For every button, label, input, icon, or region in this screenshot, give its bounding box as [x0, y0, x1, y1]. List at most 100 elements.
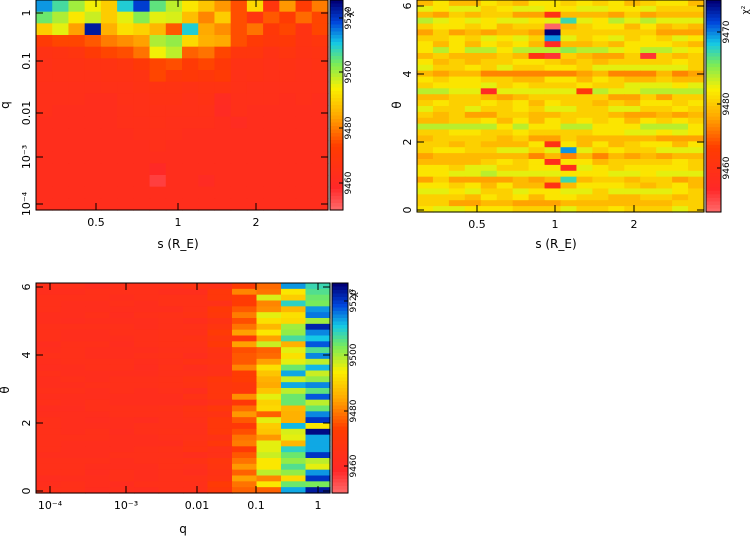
x-tick-label: 0.1: [247, 499, 265, 512]
colorbar-segment: [330, 185, 343, 190]
colorbar-segment: [332, 346, 348, 351]
heatmap-cell: [230, 116, 248, 129]
heatmap-cell: [133, 116, 151, 129]
heatmap-cell: [512, 117, 530, 125]
heatmap-cell: [480, 206, 498, 213]
colorbar-segment: [332, 405, 348, 410]
heatmap-cell: [85, 306, 111, 313]
heatmap-cell: [84, 116, 102, 129]
heatmap-cell: [36, 364, 62, 372]
heatmap-cell: [592, 64, 609, 72]
heatmap-cell: [281, 463, 307, 471]
colorbar-segment: [706, 81, 721, 86]
heatmap-cell: [158, 329, 184, 337]
colorbar-segment: [332, 349, 348, 354]
colorbar-segment: [706, 109, 721, 114]
heatmap-cell: [464, 11, 482, 19]
heatmap-cell: [149, 163, 167, 176]
heatmap-cell: [576, 188, 593, 195]
heatmap-cell: [592, 141, 609, 148]
heatmap-cell: [117, 81, 134, 94]
heatmap-cell: [214, 163, 232, 176]
heatmap-cell: [512, 0, 530, 7]
heatmap-cell: [149, 23, 167, 36]
heatmap-cell: [207, 306, 233, 313]
colorbar-segment: [332, 307, 348, 312]
heatmap-cell: [464, 117, 482, 125]
colorbar-segment: [330, 84, 343, 89]
heatmap-cell: [279, 70, 297, 83]
colorbar-segment: [330, 38, 343, 43]
heatmap-cell: [84, 23, 102, 36]
heatmap-cell: [672, 17, 689, 25]
heatmap-cell: [608, 123, 625, 131]
heatmap-cell: [688, 117, 705, 125]
heatmap-cell: [592, 5, 609, 13]
heatmap-cell: [198, 35, 216, 48]
colorbar-segment: [330, 42, 343, 47]
heatmap-cell: [85, 458, 111, 465]
heatmap-cell: [448, 11, 466, 19]
heatmap-cell: [640, 58, 657, 66]
heatmap-cell: [52, 35, 70, 48]
heatmap-cell: [198, 163, 216, 176]
heatmap-cell: [214, 23, 232, 36]
heatmap-cell: [232, 423, 258, 430]
heatmap-cell: [656, 170, 673, 178]
heatmap-cell: [480, 141, 498, 148]
heatmap-cell: [311, 116, 329, 129]
heatmap-cell: [417, 117, 434, 125]
heatmap-cell: [432, 11, 450, 19]
heatmap-cell: [246, 151, 264, 164]
heatmap-cell: [117, 70, 134, 83]
heatmap-cell: [672, 135, 689, 142]
colorbar-segment: [706, 123, 721, 128]
heatmap-cell: [560, 94, 578, 101]
heatmap-cell: [592, 200, 609, 207]
heatmap-cell: [560, 170, 578, 178]
heatmap-cell: [246, 140, 264, 153]
heatmap-cell: [560, 11, 578, 19]
heatmap-cell: [109, 347, 135, 354]
heatmap-cell: [182, 46, 199, 59]
heatmap-cell: [256, 411, 282, 418]
colorbar-segment: [332, 440, 348, 445]
colorbar-segment: [330, 77, 343, 82]
heatmap-cell: [417, 29, 434, 36]
heatmap-cell: [182, 70, 199, 83]
heatmap-cell: [281, 417, 307, 424]
colorbar-segment: [706, 134, 721, 139]
heatmap-cell: [305, 335, 331, 342]
heatmap-cell: [230, 163, 248, 176]
heatmap-cell: [207, 347, 233, 354]
heatmap-cell: [165, 0, 183, 13]
heatmap-cell: [232, 312, 258, 319]
heatmap-cell: [109, 283, 135, 290]
colorbar-segment: [706, 102, 721, 107]
heatmap-cell: [36, 283, 62, 290]
heatmap-cell: [85, 323, 111, 331]
heatmap-cell: [281, 370, 307, 377]
heatmap-cell: [52, 81, 70, 94]
heatmap-cell: [448, 82, 466, 89]
heatmap-cell: [496, 200, 514, 207]
heatmap-cell: [688, 164, 705, 172]
heatmap-cell: [528, 41, 546, 48]
heatmap-cell: [279, 163, 297, 176]
heatmap-cell: [214, 81, 232, 94]
heatmap-cell: [311, 35, 329, 48]
heatmap-cell: [183, 347, 209, 354]
heatmap-cell: [544, 200, 562, 207]
heatmap-cell: [448, 147, 466, 154]
heatmap-cell: [448, 17, 466, 25]
heatmap-cell: [576, 82, 593, 89]
heatmap-cell: [448, 5, 466, 13]
heatmap-cell: [311, 23, 329, 36]
heatmap-cell: [133, 175, 151, 188]
heatmap-cell: [232, 306, 258, 313]
heatmap-cell: [230, 175, 248, 188]
heatmap-cell: [688, 111, 705, 119]
heatmap-cell: [183, 417, 209, 424]
heatmap-cell: [496, 0, 514, 7]
heatmap-cell: [480, 153, 498, 160]
